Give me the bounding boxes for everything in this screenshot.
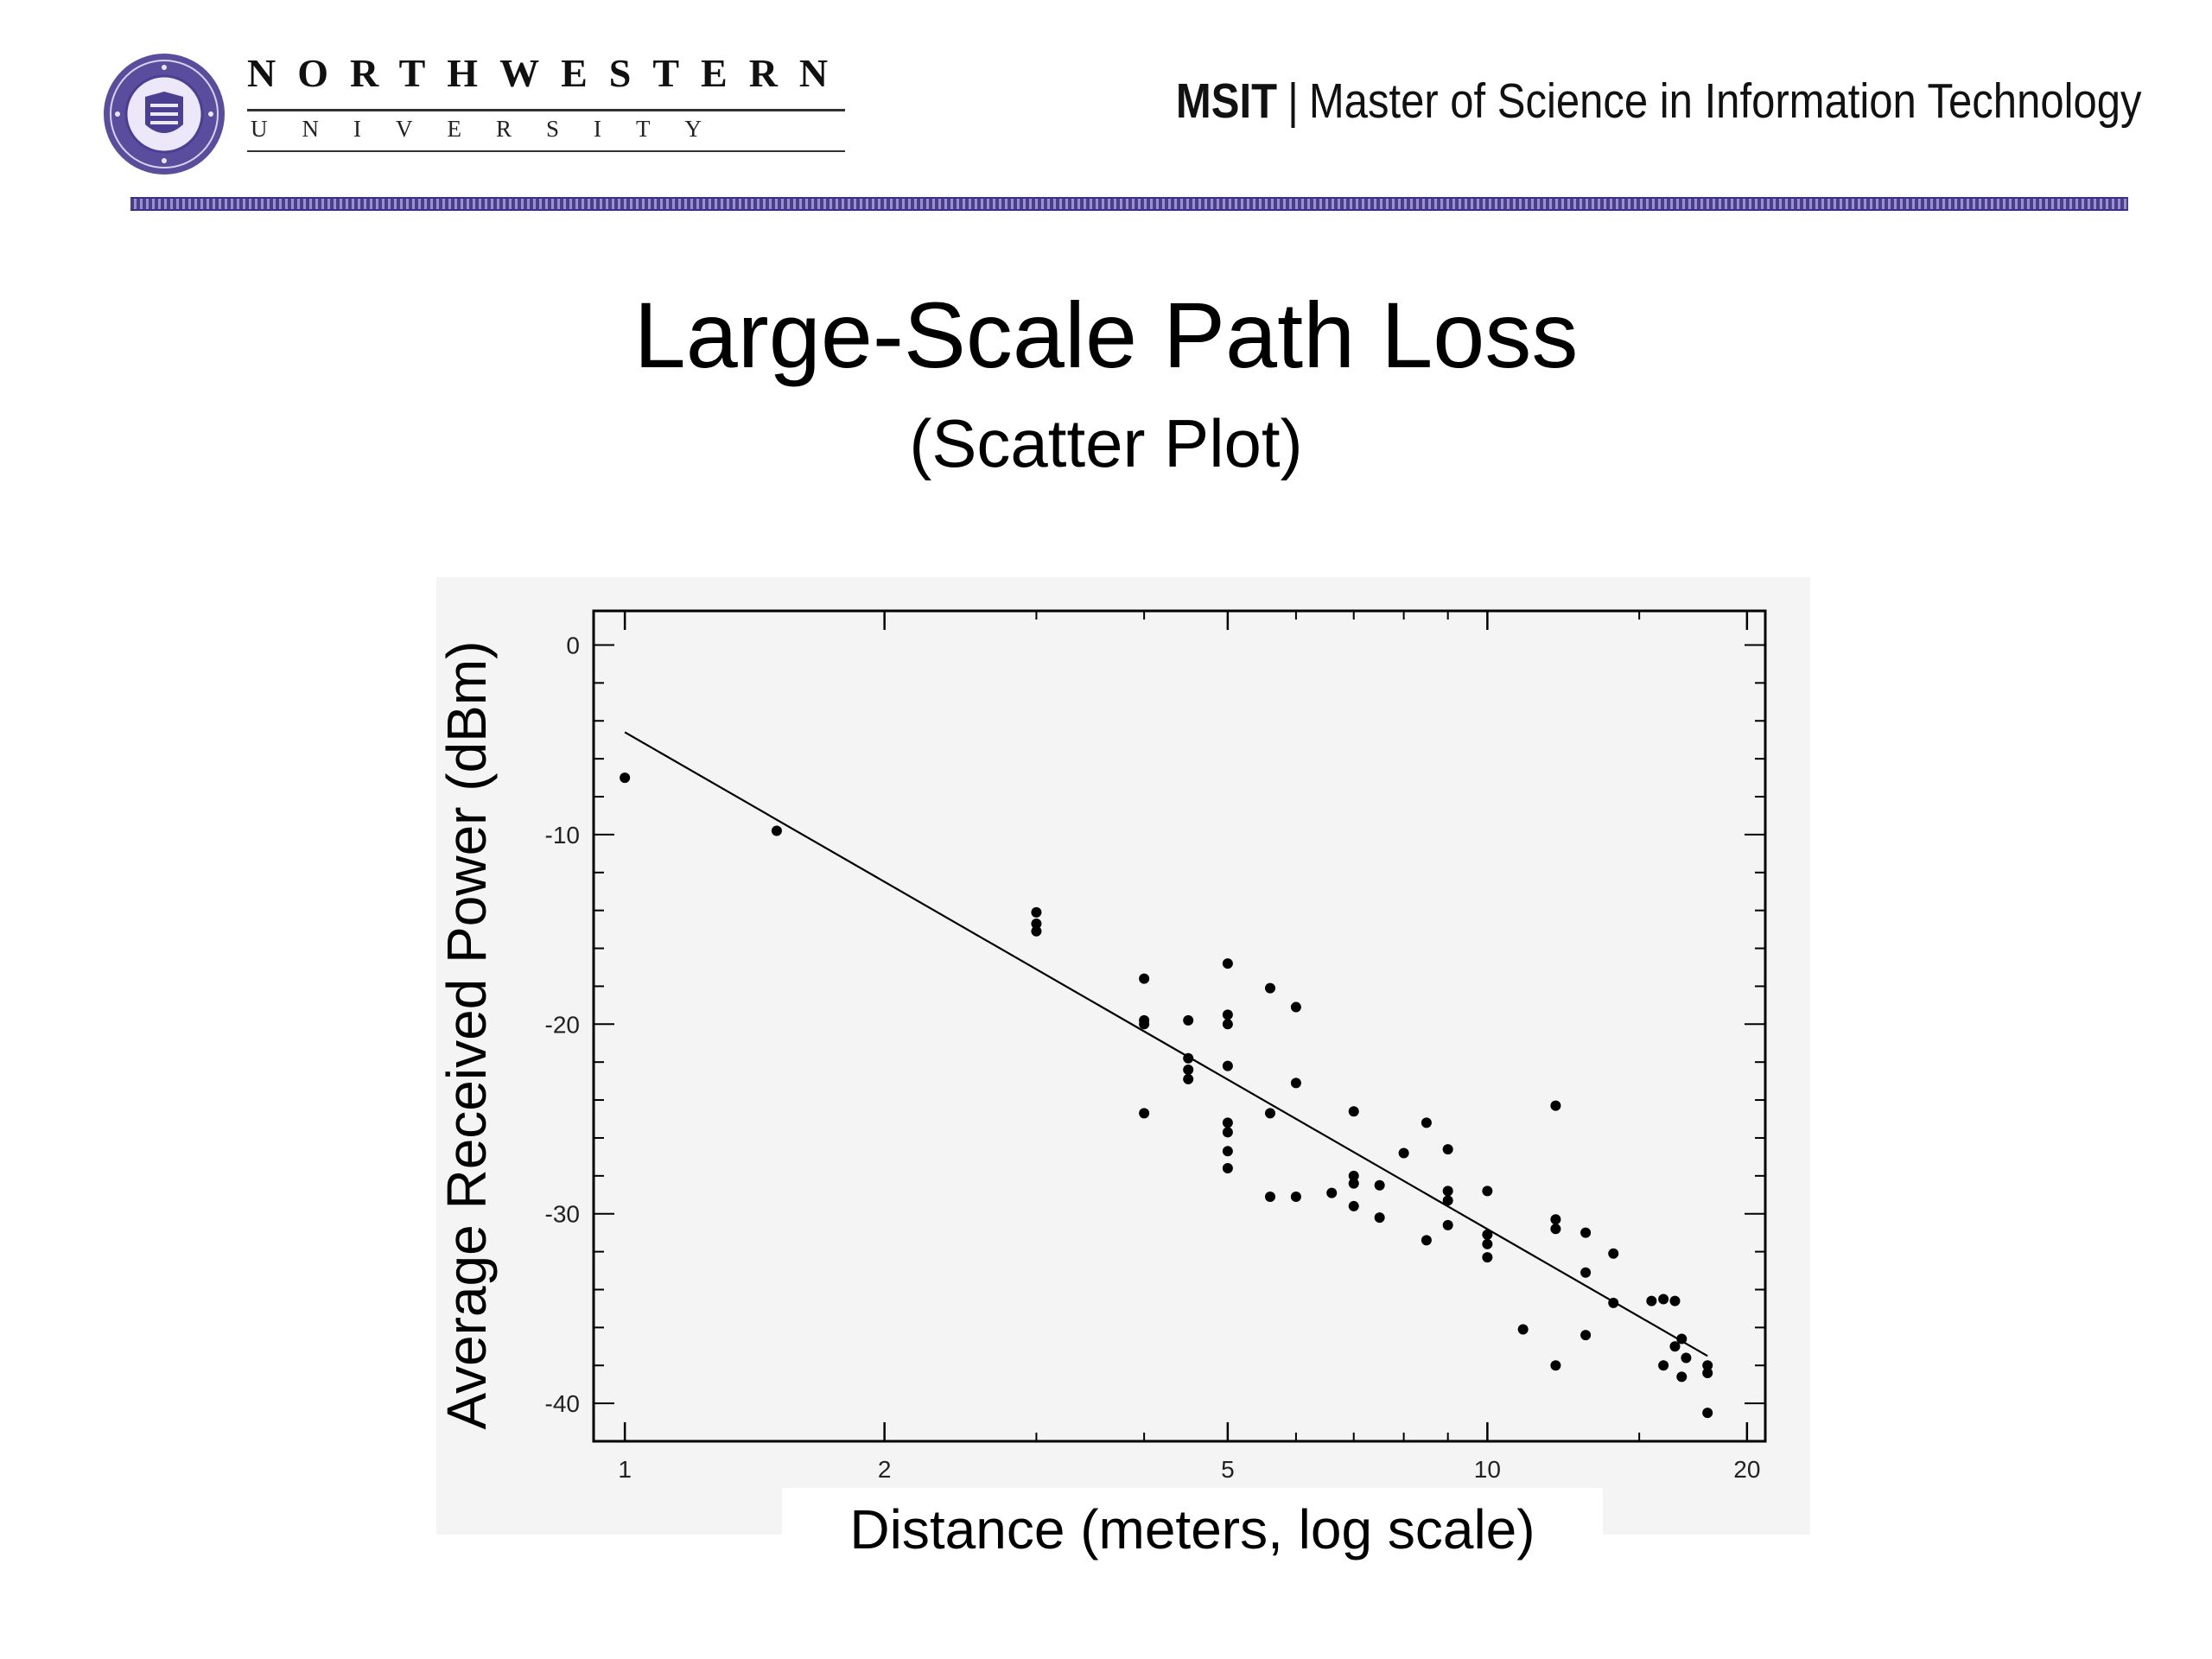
chart-panel: 1 2 5 10 20 0 -10 -20 -30 -40 [436, 577, 1810, 1535]
data-point [1222, 1019, 1233, 1030]
data-point [1646, 1295, 1657, 1306]
data-point [1550, 1224, 1561, 1235]
data-point [1442, 1144, 1453, 1155]
data-point [1676, 1333, 1688, 1344]
data-point [1031, 906, 1042, 918]
regression-line [624, 731, 1708, 1357]
program-separator: | [1287, 73, 1300, 129]
scatter-chart: 1 2 5 10 20 0 -10 -20 -30 -40 [545, 609, 1767, 1483]
y-axis-label: Average Received Power (dBm) [435, 640, 498, 1430]
data-point [1482, 1229, 1493, 1240]
data-point [1264, 1108, 1275, 1119]
x-tick-label: 20 [1733, 1456, 1760, 1483]
university-wordmark: NORTHWESTERN UNIVERSITY [247, 50, 852, 162]
data-point [1658, 1294, 1669, 1305]
x-axis-label-panel: Distance (meters, log scale) [782, 1488, 1603, 1571]
data-point [1421, 1235, 1432, 1246]
data-point [1702, 1368, 1713, 1379]
data-point [1348, 1200, 1359, 1211]
x-tick-label: 1 [618, 1456, 632, 1483]
data-point [1482, 1185, 1493, 1197]
data-point [1442, 1195, 1453, 1206]
data-point [1580, 1227, 1592, 1238]
y-tick-label: -20 [545, 1011, 580, 1038]
program-title: MSIT | Master of Science in Information Te… [1176, 73, 2142, 135]
data-point [1482, 1252, 1493, 1263]
data-point [1222, 1009, 1233, 1020]
data-point [1658, 1360, 1669, 1371]
data-point [1290, 1001, 1301, 1013]
slide-subtitle: (Scatter Plot) [909, 405, 1303, 481]
university-seal-logo [104, 54, 225, 175]
data-point [1702, 1408, 1713, 1419]
x-tick-label: 2 [878, 1456, 892, 1483]
data-point [1421, 1117, 1432, 1128]
data-point [1482, 1238, 1493, 1249]
data-point [1374, 1212, 1385, 1224]
data-point [1031, 925, 1042, 937]
data-point [1517, 1324, 1529, 1335]
y-tick-label: -10 [545, 822, 580, 849]
data-point [1348, 1170, 1359, 1181]
data-point [1264, 982, 1275, 994]
data-point [1031, 918, 1042, 930]
x-tick-label: 5 [1221, 1456, 1235, 1483]
x-tick-label: 10 [1474, 1456, 1501, 1483]
wordmark-rule-bottom [247, 150, 845, 152]
data-point [1374, 1179, 1385, 1191]
data-point [1222, 1163, 1233, 1174]
data-point [1264, 1191, 1275, 1202]
program-name: Master of Science in Information Technol… [1309, 73, 2142, 129]
data-point [1139, 973, 1150, 984]
x-axis-label: Distance (meters, log scale) [849, 1498, 1535, 1560]
data-point [1580, 1267, 1592, 1278]
data-point [1290, 1077, 1301, 1089]
data-point [1550, 1100, 1561, 1111]
university-name: NORTHWESTERN [247, 51, 850, 95]
data-point [1669, 1341, 1681, 1352]
data-point [620, 772, 631, 784]
wordmark-rule-top [247, 109, 845, 111]
university-sub: UNIVERSITY [251, 116, 736, 142]
program-abbr: MSIT [1176, 73, 1278, 129]
data-point [1550, 1360, 1561, 1371]
data-point [1222, 1146, 1233, 1157]
data-point [1676, 1371, 1688, 1382]
data-point [1550, 1214, 1561, 1225]
y-tick-label: 0 [566, 632, 580, 658]
data-point [1222, 1060, 1233, 1071]
data-point [1139, 1108, 1150, 1119]
data-point [1183, 1073, 1194, 1084]
data-point [1290, 1191, 1301, 1202]
data-point [1608, 1248, 1619, 1259]
data-point [1442, 1185, 1453, 1197]
data-point [1348, 1106, 1359, 1117]
slide-header: NORTHWESTERN UNIVERSITY MSIT | Master of S… [0, 0, 2212, 225]
y-tick-label: -30 [545, 1201, 580, 1228]
data-point [1669, 1295, 1681, 1306]
data-point [1139, 1019, 1150, 1030]
data-point [1183, 1064, 1194, 1075]
plot-frame [592, 609, 1767, 1443]
data-point [1398, 1147, 1409, 1159]
data-point [1222, 958, 1233, 969]
data-point [1580, 1330, 1592, 1341]
header-divider-band [130, 197, 2128, 211]
data-point [1608, 1297, 1619, 1308]
data-point [1183, 1014, 1194, 1026]
data-point [771, 825, 782, 836]
data-point [1442, 1219, 1453, 1230]
data-point [1222, 1127, 1233, 1138]
data-point [1183, 1052, 1194, 1064]
data-point [1702, 1360, 1713, 1371]
data-point [1326, 1187, 1338, 1198]
slide-title: Large-Scale Path Loss [633, 283, 1579, 387]
data-point [1681, 1352, 1692, 1363]
y-tick-label: -40 [545, 1390, 580, 1417]
data-point [1348, 1178, 1359, 1189]
data-point [1222, 1117, 1233, 1128]
